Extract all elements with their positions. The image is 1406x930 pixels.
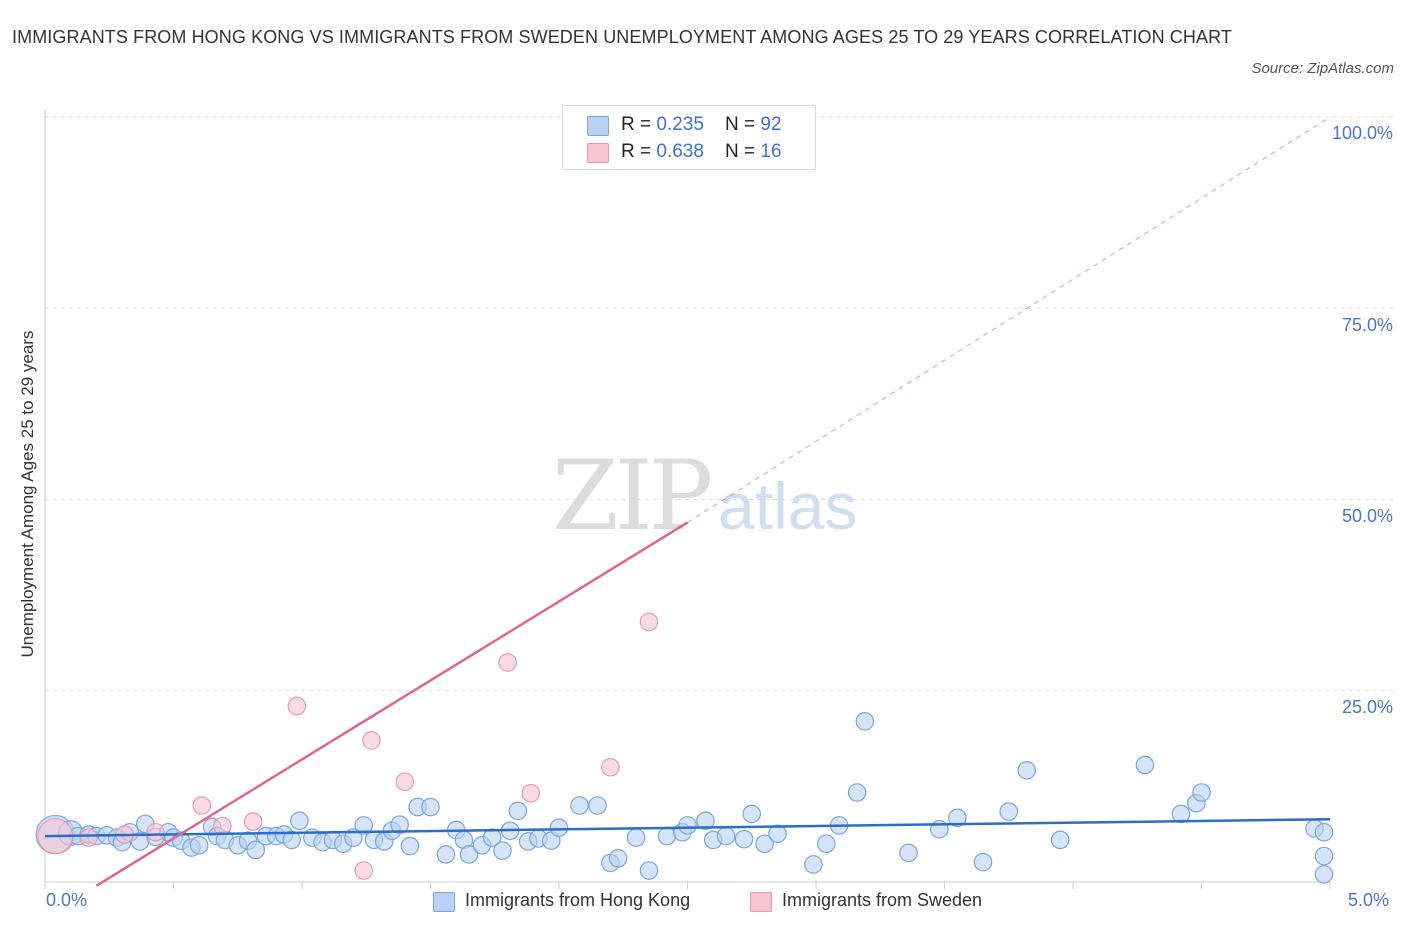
hong-kong-point <box>973 852 993 872</box>
hong-kong-point <box>742 804 762 824</box>
hong-kong-point <box>482 828 502 847</box>
x-tick-label-min: 0.0% <box>46 890 88 910</box>
sweden-point <box>639 612 659 632</box>
n-label: N = <box>725 114 761 135</box>
hong-kong-point <box>1314 865 1334 884</box>
hong-kong-point <box>696 811 715 831</box>
hong-kong-swatch <box>433 892 455 912</box>
sweden-point <box>146 822 165 842</box>
sweden-point <box>601 757 620 777</box>
sweden-point <box>362 731 381 750</box>
hong-kong-point <box>639 861 659 880</box>
x-tick-label-max: 5.0% <box>1348 890 1390 910</box>
hong-kong-point <box>847 783 867 802</box>
hong-kong-point <box>948 808 967 828</box>
sweden-point <box>213 816 232 836</box>
sweden-point <box>521 783 541 803</box>
hong-kong-point <box>678 816 697 835</box>
legend-label: Immigrants from Sweden <box>782 890 983 910</box>
hong-kong-point <box>657 826 677 846</box>
hong-kong-point <box>246 840 266 860</box>
hong-kong-point <box>1135 755 1155 775</box>
r-value: 0.638 <box>656 141 704 162</box>
hong-kong-point <box>570 796 589 815</box>
hong-kong-point <box>1314 822 1334 842</box>
hong-kong-point <box>999 802 1019 821</box>
sweden-point <box>192 796 212 815</box>
hong-kong-trendline <box>44 818 1331 838</box>
hong-kong-point <box>588 796 607 815</box>
hong-kong-point <box>716 826 736 846</box>
chart-title: IMMIGRANTS FROM HONG KONG VS IMMIGRANTS … <box>12 27 1232 47</box>
sweden-point <box>498 653 517 672</box>
hong-kong-point <box>421 797 440 817</box>
correlation-legend: R = 0.235 N = 92 R = 0.638 N = 16 <box>562 105 816 170</box>
sweden-trendline-extension <box>687 116 1331 523</box>
hong-kong-point <box>436 845 456 864</box>
hong-kong-point <box>804 855 823 874</box>
hong-kong-point <box>493 841 512 860</box>
hong-kong-point <box>400 836 420 856</box>
sweden-point <box>243 812 263 831</box>
hong-kong-swatch <box>587 116 609 136</box>
source-label: Source: ZipAtlas.com <box>1251 60 1394 77</box>
sweden-swatch <box>750 892 772 912</box>
hong-kong-point <box>459 845 479 864</box>
hong-kong-point <box>354 816 373 835</box>
y-axis-label: Unemployment Among Ages 25 to 29 years <box>18 330 37 658</box>
hong-kong-point <box>768 824 787 844</box>
y-tick-label: 50.0% <box>1341 506 1393 526</box>
r-label: R = <box>621 114 657 135</box>
hong-kong-point <box>734 829 754 849</box>
hong-kong-point <box>189 835 209 855</box>
hong-kong-point <box>1314 846 1334 866</box>
legend-label: Immigrants from Hong Kong <box>465 890 691 910</box>
watermark-atlas: atlas <box>718 469 858 543</box>
hong-kong-point <box>899 843 918 863</box>
y-tick-label: 25.0% <box>1341 697 1393 717</box>
y-tick-label: 75.0% <box>1341 315 1393 335</box>
hong-kong-point <box>508 801 528 821</box>
hong-kong-point <box>1050 830 1070 850</box>
sweden-point <box>79 828 98 847</box>
n-value: 16 <box>760 141 782 162</box>
sweden-point <box>354 861 373 880</box>
watermark-zip: ZIP <box>552 440 713 552</box>
n-label: N = <box>725 141 761 162</box>
hong-kong-point <box>290 811 309 831</box>
sweden-point <box>287 696 307 716</box>
y-tick-label: 100.0% <box>1331 123 1393 143</box>
r-value: 0.235 <box>656 114 704 135</box>
sweden-swatch <box>587 143 609 163</box>
hong-kong-point <box>626 828 646 847</box>
hong-kong-point <box>390 815 409 834</box>
hong-kong-point <box>755 834 774 854</box>
hong-kong-point <box>1171 804 1191 824</box>
hong-kong-point <box>1192 783 1211 802</box>
sweden-trendline <box>95 521 689 887</box>
hong-kong-point <box>608 848 628 868</box>
r-label: R = <box>621 141 657 162</box>
hong-kong-point <box>282 830 302 850</box>
sweden-point <box>395 772 415 792</box>
hong-kong-point <box>816 834 836 854</box>
n-value: 92 <box>760 114 782 135</box>
hong-kong-point <box>855 712 875 731</box>
hong-kong-point <box>549 818 569 837</box>
hong-kong-point <box>1017 761 1037 780</box>
